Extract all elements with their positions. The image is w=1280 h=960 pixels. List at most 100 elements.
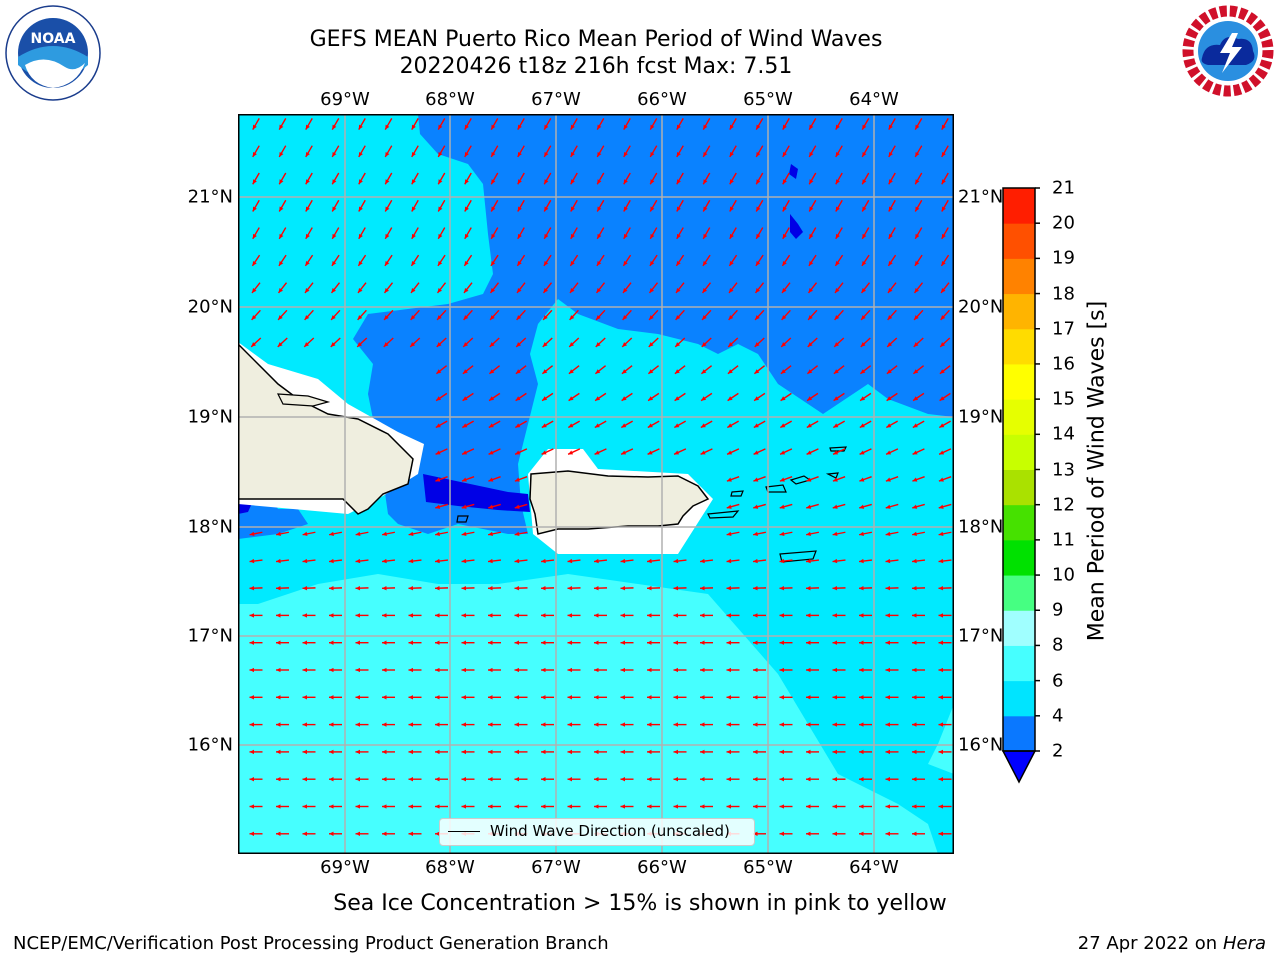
lat-label-right: 16°N <box>958 734 1004 756</box>
wave-period-min-patch <box>789 164 798 179</box>
wind-wave-vector-head <box>728 342 734 347</box>
wind-wave-vector-head <box>384 315 389 320</box>
lat-label-left: 18°N <box>187 516 233 538</box>
wind-wave-vector-head <box>517 288 522 293</box>
wind-wave-vector-head <box>437 315 442 320</box>
wind-wave-vector-head <box>515 423 521 428</box>
noaa-logo: NOAA <box>5 5 101 101</box>
wind-wave-vector-head <box>567 804 573 809</box>
wind-wave-vector-head <box>410 342 416 347</box>
wind-wave-vector-head <box>385 179 390 185</box>
wind-wave-vector-head <box>302 613 308 618</box>
wind-wave-vector-head <box>806 558 811 564</box>
wind-wave-vector-head <box>276 831 281 836</box>
map-legend: Wind Wave Direction (unscaled) <box>439 818 755 846</box>
wind-wave-vector-head <box>650 151 655 157</box>
wind-wave-vector-head <box>834 342 840 347</box>
wind-wave-vector-head <box>435 777 440 782</box>
wind-wave-vector-head <box>249 749 255 755</box>
wind-wave-vector-head <box>780 450 786 455</box>
wind-wave-vector-head <box>596 260 602 266</box>
wind-wave-vector-head <box>516 342 522 347</box>
colorbar-band <box>1003 504 1035 541</box>
wind-wave-vector-head <box>249 640 255 645</box>
wind-wave-vector-head <box>570 151 575 157</box>
wind-wave-vector-head <box>649 315 654 320</box>
wind-wave-vector-head <box>912 749 917 755</box>
wind-wave-vector-head <box>779 695 785 700</box>
wind-wave-vector-head <box>938 613 944 618</box>
wind-wave-vector-head <box>915 151 920 157</box>
wind-wave-vector-head <box>806 749 811 755</box>
wind-wave-vector-head <box>408 722 414 727</box>
wind-wave-vector-head <box>673 749 679 755</box>
wind-wave-vector-head <box>806 640 811 645</box>
wind-wave-vector-head <box>514 804 520 809</box>
wind-wave-vector-head <box>622 342 628 347</box>
wind-wave-vector-head <box>779 531 785 537</box>
wind-wave-vector-head <box>355 749 361 755</box>
wind-wave-vector-head <box>302 640 308 645</box>
wind-wave-vector-head <box>382 531 387 537</box>
wind-wave-vector-head <box>358 260 363 266</box>
wind-wave-vector-head <box>835 151 840 157</box>
lon-label-bottom: 66°W <box>637 857 687 878</box>
wind-wave-vector-head <box>329 531 334 537</box>
wind-wave-vector-head <box>885 722 891 727</box>
wind-wave-vector-head <box>594 804 599 809</box>
land-island <box>707 510 740 519</box>
wind-wave-vector-head <box>276 531 281 537</box>
wind-wave-vector-head <box>782 288 787 293</box>
wind-wave-vector-head <box>462 450 468 455</box>
wind-wave-vector-head <box>276 804 281 809</box>
wind-wave-vector-head <box>647 585 652 591</box>
wind-wave-vector-head <box>329 695 334 700</box>
wind-wave-vector-head <box>302 558 308 564</box>
wind-wave-vector-head <box>621 369 627 374</box>
wind-wave-vector-head <box>779 477 785 482</box>
colorbar-tick-label: 14 <box>1052 423 1075 445</box>
wind-wave-vector-head <box>620 777 626 782</box>
wind-wave-vector-head <box>488 667 493 673</box>
wave-period-min-patch <box>790 214 803 239</box>
wind-wave-vector-head <box>809 206 814 212</box>
wind-wave-vector-head <box>305 260 310 266</box>
wind-wave-vector-head <box>885 504 891 509</box>
wind-wave-vector-head <box>279 124 284 130</box>
wind-wave-vector-head <box>780 423 786 428</box>
wind-wave-vector-head <box>435 450 441 455</box>
wind-wave-vector-head <box>541 749 546 755</box>
wind-wave-vector-head <box>700 613 705 618</box>
wind-wave-vector-head <box>833 369 839 374</box>
wind-wave-vector-head <box>461 613 467 618</box>
wind-wave-vector-head <box>595 342 601 347</box>
wind-wave-vector-head <box>517 124 522 130</box>
wind-wave-vector-head <box>703 206 708 212</box>
wind-wave-vector-head <box>355 585 361 591</box>
wind-wave-vector-head <box>355 695 361 700</box>
colorbar-band <box>1003 188 1035 224</box>
wind-wave-vector-head <box>408 777 414 782</box>
wind-wave-vector-head <box>464 124 469 130</box>
wind-wave-vector-head <box>673 667 679 673</box>
wind-wave-vector-head <box>781 342 787 347</box>
wind-wave-vector-head <box>755 288 760 293</box>
wind-wave-vector-head <box>700 640 705 645</box>
wind-wave-vector-head <box>673 640 679 645</box>
wind-wave-vector-head <box>488 695 493 700</box>
wind-wave-vector-head <box>438 206 443 212</box>
wind-wave-vector-head <box>461 777 467 782</box>
wind-wave-vector-head <box>808 288 813 293</box>
wind-wave-vector-head <box>700 749 705 755</box>
wind-wave-vector-head <box>886 423 892 428</box>
wind-wave-vector-head <box>569 315 575 320</box>
wind-wave-vector-head <box>859 450 865 455</box>
wind-wave-vector-head <box>543 260 549 266</box>
wind-wave-vector-head <box>753 695 758 700</box>
wind-wave-vector-head <box>940 315 946 320</box>
wind-wave-vector-head <box>781 315 787 320</box>
wind-wave-vector-head <box>674 369 680 374</box>
wind-wave-vector-head <box>276 640 281 645</box>
wind-wave-vector-head <box>567 613 573 618</box>
wind-wave-vector-head <box>809 179 814 185</box>
